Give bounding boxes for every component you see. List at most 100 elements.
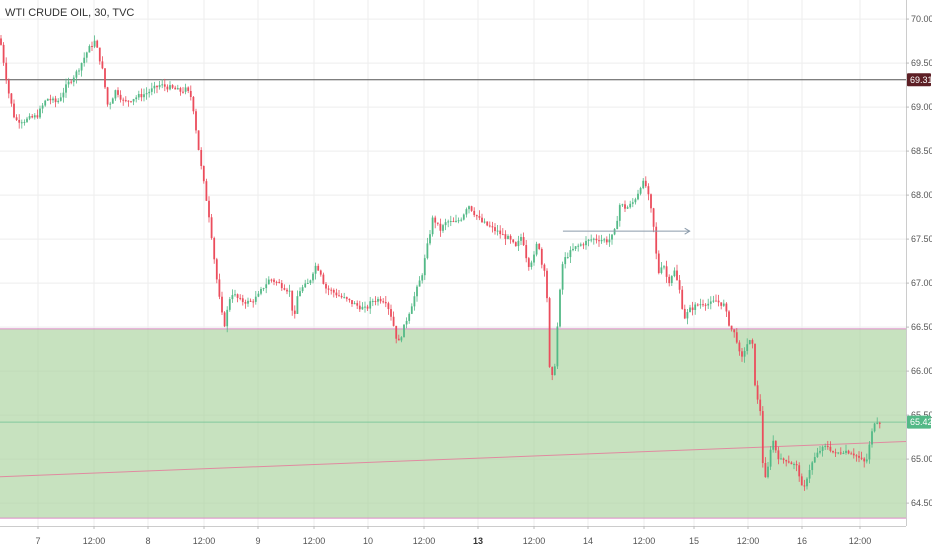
candle [41,103,44,114]
candle [59,92,62,102]
candle [143,88,145,102]
candle [605,236,608,245]
candle [533,251,535,266]
candle [270,278,273,283]
candle [793,462,795,470]
candle [88,44,91,53]
price-tick-label: 66.50 [911,322,932,332]
candle [387,301,390,315]
candle [566,252,569,259]
candle [317,263,320,271]
candle [598,235,600,247]
candle [296,290,299,315]
candle [772,435,775,453]
time-axis[interactable]: 7 12:00 8 12:00 9 12:00 10 12:00 13 12:00 14 12:00 1… [35,526,871,546]
candle [756,380,759,404]
candle [267,276,270,285]
candle [878,421,881,429]
price-axis-background [906,0,932,550]
price-tick-label: 65.00 [911,454,932,464]
candle [644,176,647,188]
candle [509,234,512,244]
candle [397,334,400,341]
price-tick-label: 64.50 [911,498,932,508]
candle [52,96,54,103]
candle [530,260,533,270]
last-price-badge: 65.42 [907,415,932,429]
candle [873,422,876,433]
candle [356,300,359,310]
candle [754,343,756,387]
candle [676,264,678,281]
candle [572,243,574,252]
candle [28,113,31,121]
candle [652,207,655,233]
candle [457,217,460,224]
candle [106,86,109,107]
time-tick-label: 8 [145,536,150,546]
candle [473,207,476,218]
candle [234,289,236,297]
candle [85,51,88,63]
candle [39,105,41,119]
candle [265,278,268,294]
candle [400,336,403,343]
arrow-annotation[interactable] [562,227,691,235]
candle [774,440,777,453]
candle [124,96,127,103]
candle [33,113,36,120]
candle [475,214,478,220]
candle [845,444,847,455]
time-tick-label: 12:00 [303,536,326,546]
candle [481,213,483,224]
candle [434,215,437,229]
candle [345,296,348,302]
time-tick-label: 9 [255,536,260,546]
candle [98,47,101,65]
candle [75,69,78,84]
candle [179,86,182,96]
candle [748,339,751,345]
candle [686,309,689,325]
candle [540,247,543,269]
candle [117,87,119,98]
candle [148,88,151,98]
candle [512,239,515,244]
candle [569,246,572,264]
candle [283,284,286,291]
candle [821,445,824,457]
candle [91,41,93,51]
candle [364,301,366,313]
candle [408,312,411,324]
candle [163,78,166,92]
candle [486,221,489,227]
resistance-badge-label: 69.31 [910,75,932,85]
candle [670,275,673,286]
candle [192,95,195,115]
candle [546,268,548,303]
candle [850,451,853,455]
candle [418,276,421,287]
trend-line[interactable] [0,441,907,478]
candle [366,304,369,311]
price-badges: 69.31 65.42 [907,73,932,429]
candle [514,241,517,247]
candle [600,234,603,244]
candle [738,340,741,356]
candle [722,299,725,307]
candle [5,57,8,84]
candle [769,446,772,470]
price-axis[interactable]: 70.00 69.50 69.00 68.50 68.00 67.50 67.00 66.50… [906,14,932,508]
candle [499,225,502,239]
candle [522,232,525,247]
candle [842,450,845,455]
candle [273,278,275,286]
candle [239,294,242,301]
candle [314,262,317,280]
candle [488,221,491,228]
candle [403,324,405,338]
candle [743,347,746,363]
candle [813,452,816,464]
candle [210,213,213,240]
